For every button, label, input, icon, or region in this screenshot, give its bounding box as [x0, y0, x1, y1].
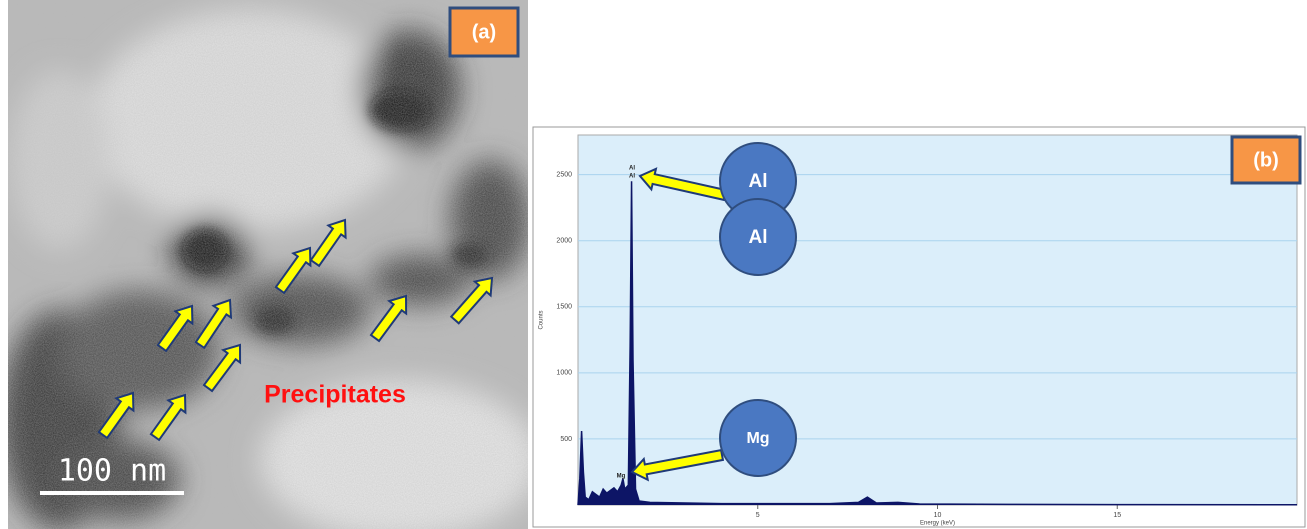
scale-bar-label: 100 nm	[58, 454, 166, 489]
x-tick-label: 15	[1113, 512, 1121, 519]
panel-label: (b)	[1253, 149, 1279, 171]
y-tick-label: 500	[560, 436, 572, 443]
x-tick-label: 5	[756, 512, 760, 519]
x-tick-label: 10	[934, 512, 942, 519]
peak-label: Mg	[617, 474, 626, 480]
y-tick-label: 2500	[556, 171, 572, 178]
peak-label: Al	[629, 174, 635, 180]
y-axis-title: Counts	[539, 310, 545, 329]
y-tick-label: 1500	[556, 304, 572, 311]
annotation: Precipitates	[264, 381, 406, 409]
y-tick-label: 1000	[556, 370, 572, 377]
x-axis-title: Energy (keV)	[920, 521, 955, 527]
tem-image	[0, 0, 540, 529]
callout-label: Mg	[746, 430, 769, 447]
panel-label: (a)	[472, 21, 496, 43]
figure: (a) Precipitates 100 nm 500 1000 1500 2000 2…	[0, 0, 1307, 529]
peak-label: Al	[629, 166, 635, 172]
callout-label: Al	[749, 227, 768, 248]
y-tick-label: 2000	[556, 238, 572, 245]
chart: 500 1000 1500 2000 2500 5 10 15 Energy (keV) Coun…	[539, 135, 1300, 527]
callout-label: Al	[749, 171, 768, 192]
